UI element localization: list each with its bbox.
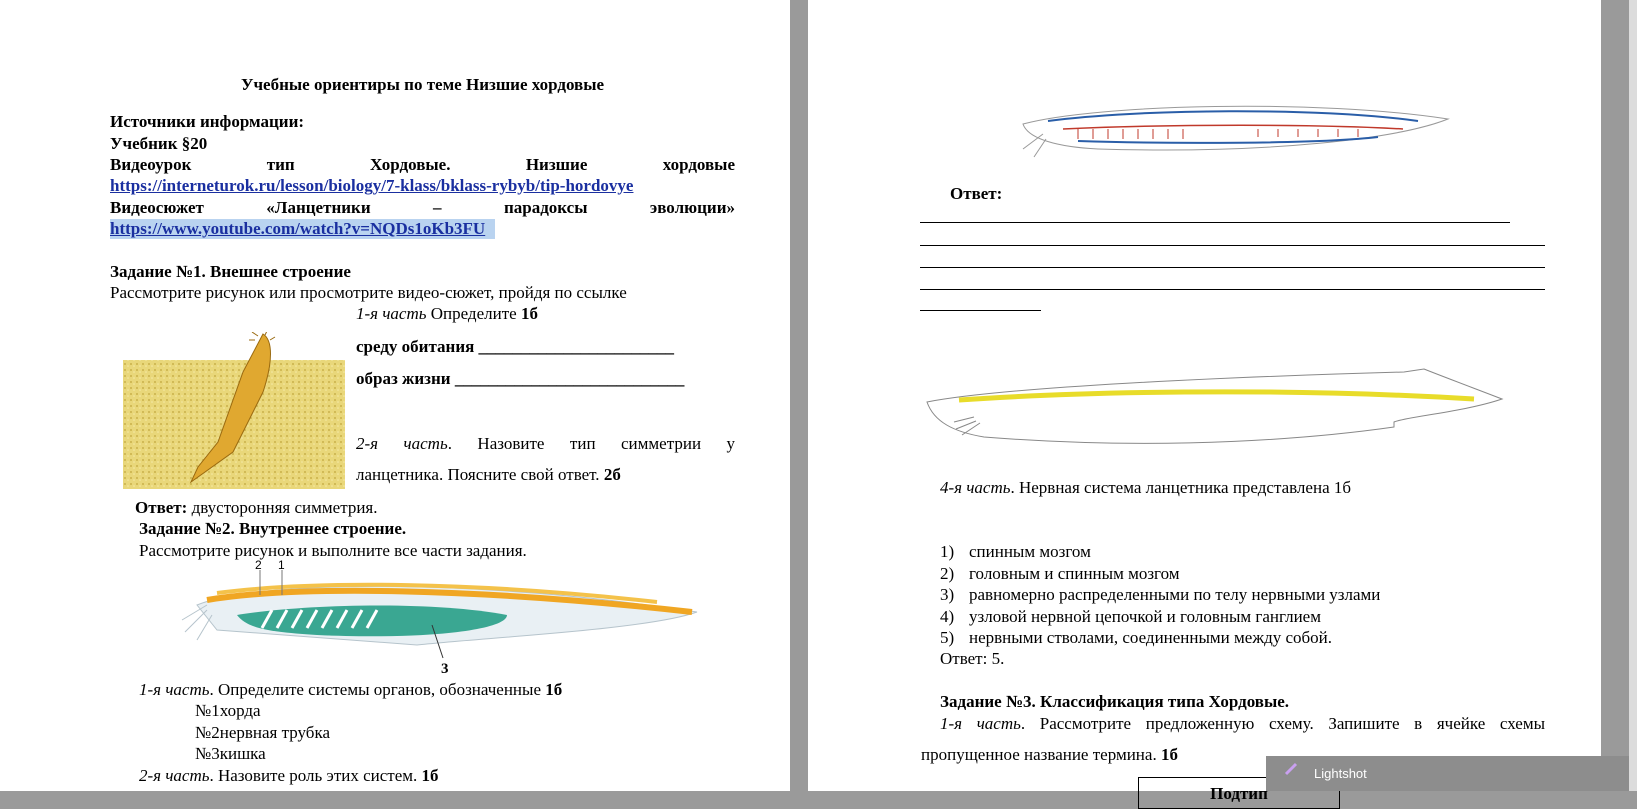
answer-line bbox=[920, 267, 1545, 268]
lancelet-internal: 2 1 3 bbox=[181, 560, 698, 675]
instruction: Рассмотрите рисунок и выполните все част… bbox=[139, 541, 527, 560]
part-line: ланцетника. Поясните свой ответ. 2б bbox=[356, 465, 621, 485]
habitat: среду обитания _______________________ bbox=[356, 337, 675, 356]
circulatory-figure bbox=[1022, 105, 1450, 158]
option-number: 5) bbox=[940, 628, 955, 648]
points: 2б bbox=[603, 465, 621, 484]
figure-label: 3 bbox=[441, 661, 449, 675]
text: . Назовите тип симметрии у bbox=[447, 434, 736, 453]
part-line: 2-я часть. Назовите тип симметрии у bbox=[356, 434, 735, 454]
text: . Назовите роль этих систем. bbox=[209, 766, 422, 785]
answer-line bbox=[920, 310, 1041, 311]
link[interactable]: https://interneturok.ru/lesson/biology/7… bbox=[110, 176, 634, 195]
text: Определите bbox=[426, 304, 521, 323]
text: пропущенное название термина. bbox=[921, 745, 1161, 764]
part: 4-я часть bbox=[940, 478, 1011, 497]
text: . Рассмотрите предложенную схему. Запиши… bbox=[1020, 714, 1545, 733]
scrollbar[interactable] bbox=[1629, 0, 1637, 791]
points: 1б bbox=[421, 766, 439, 785]
task-heading: Задание №3. Классификация типа Хордовые. bbox=[940, 692, 1290, 711]
item: №2нервная трубка bbox=[195, 723, 330, 742]
video-lesson: Видеоурок тип Хордовые. Низшие хордовые bbox=[110, 155, 735, 174]
answer: Ответ: 5. bbox=[940, 649, 1005, 668]
part: 2-я часть bbox=[356, 434, 448, 453]
textbook: Учебник §20 bbox=[110, 134, 208, 153]
label: Ответ: bbox=[135, 498, 188, 517]
lightshot-icon bbox=[1284, 762, 1298, 776]
figure-label: 2 bbox=[255, 560, 262, 572]
nervous-figure bbox=[926, 368, 1504, 444]
title: Учебные ориентиры по теме Низшие хордовы… bbox=[240, 75, 605, 94]
part-line: 1-я часть. Рассмотрите предложенную схем… bbox=[940, 714, 1545, 734]
item: №3кишка bbox=[195, 744, 266, 763]
lancelet-in-sand bbox=[123, 332, 345, 489]
option-text: нервными стволами, соединенными между со… bbox=[969, 628, 1333, 648]
answer: Ответ: двусторонняя симметрия. bbox=[135, 498, 378, 518]
part-line: 1-я часть. Определите системы органов, о… bbox=[139, 680, 562, 700]
part-line: 4-я часть. Нервная система ланцетника пр… bbox=[940, 478, 1351, 498]
option-text: спинным мозгом bbox=[969, 542, 1091, 561]
task-heading: Задание №1. Внешнее строение bbox=[110, 262, 351, 281]
option-number: 2) bbox=[940, 563, 955, 583]
points: 1б bbox=[520, 304, 538, 323]
answer-line bbox=[920, 245, 1545, 246]
text: . Нервная система ланцетника представлен… bbox=[1010, 478, 1352, 497]
figure-label: 1 bbox=[278, 560, 285, 572]
option-number: 4) bbox=[940, 606, 955, 626]
right-page: Ответ: 4-я часть. Нервная система ланцет… bbox=[808, 0, 1601, 809]
link[interactable]: https://www.youtube.com/watch?v=NQDs1oKb… bbox=[110, 219, 496, 239]
part: 2-я часть bbox=[139, 766, 210, 785]
option-number: 1) bbox=[940, 542, 955, 561]
part-line: пропущенное название термина. 1б bbox=[921, 745, 1178, 765]
option-text: узловой нервной цепочкой и головным ганг… bbox=[969, 606, 1321, 626]
points: 1б bbox=[545, 680, 563, 699]
part-line: 1-я часть Определите 1б bbox=[356, 304, 538, 324]
video-story: Видеосюжет «Ланцетники – парадоксы эволю… bbox=[110, 198, 735, 217]
part: 1-я часть bbox=[139, 680, 210, 699]
answer-label: Ответ: bbox=[950, 184, 1003, 203]
part-line: 2-я часть. Назовите роль этих систем. 1б bbox=[139, 766, 439, 786]
option-text: головным и спинным мозгом bbox=[969, 563, 1180, 583]
answer-line bbox=[920, 289, 1545, 290]
text: двусторонняя симметрия. bbox=[187, 498, 378, 517]
popup-title: Lightshot bbox=[1314, 766, 1367, 781]
task-heading: Задание №2. Внутреннее строение. bbox=[139, 519, 407, 538]
sources-heading: Источники информации: bbox=[110, 112, 305, 131]
points: 1б bbox=[1160, 745, 1178, 764]
text: ланцетника. Поясните свой ответ. bbox=[356, 465, 604, 484]
left-page: Учебные ориентиры по теме Низшие хордовы… bbox=[0, 0, 790, 791]
option-number: 3) bbox=[940, 585, 955, 605]
text: . Определите системы органов, обозначенн… bbox=[209, 680, 546, 699]
item: №1хорда bbox=[195, 701, 261, 720]
part: 1-я часть bbox=[940, 714, 1021, 733]
option-text: равномерно распределенными по телу нервн… bbox=[969, 585, 1381, 605]
answer-line bbox=[920, 222, 1510, 223]
scheme-box-label: Подтип bbox=[1210, 784, 1268, 803]
lifestyle: образ жизни ___________________________ bbox=[356, 369, 685, 388]
part: 1-я часть bbox=[356, 304, 427, 323]
instruction: Рассмотрите рисунок или просмотрите виде… bbox=[110, 283, 627, 302]
lightshot-popup[interactable]: Lightshot bbox=[1266, 756, 1629, 791]
